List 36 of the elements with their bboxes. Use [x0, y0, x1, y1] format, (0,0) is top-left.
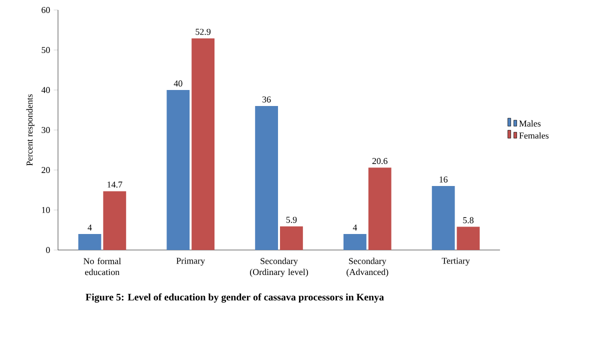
y-axis-title: Percent respondents — [26, 94, 34, 166]
data-label: 52.9 — [196, 28, 211, 35]
data-label: 40 — [174, 80, 182, 86]
text: Figure 5: Level of education by gender of cassava processors in Kenya — [86, 293, 384, 303]
y-tick-label: 20 — [42, 166, 50, 174]
y-tick-label: 10 — [42, 206, 50, 214]
bar — [368, 168, 392, 250]
data-label: 5.8 — [463, 217, 474, 224]
x-tick-label: Tertiary — [442, 258, 470, 266]
y-tick-label: 0 — [46, 246, 50, 254]
data-label: 4 — [352, 224, 358, 230]
data-label: 14.7 — [108, 182, 122, 188]
y-tick-label: 40 — [41, 86, 50, 94]
bar — [280, 226, 303, 250]
x-tick-label: Secondary (Advanced) — [346, 258, 388, 277]
bar — [166, 90, 190, 250]
y-tick-label: 50 — [42, 46, 50, 54]
data-label: 5.9 — [286, 216, 297, 223]
data-label: 4 — [88, 224, 92, 230]
data-label: 36 — [262, 96, 271, 102]
y-tick-label: 30 — [42, 126, 50, 134]
bar — [103, 191, 126, 250]
legend-label: Males — [519, 120, 541, 127]
bar — [255, 106, 278, 250]
bar — [192, 38, 215, 250]
data-label: 20.6 — [372, 158, 388, 164]
x-tick-label: Secondary (Ordinary level) — [250, 258, 308, 277]
legend-label: Females — [519, 132, 549, 139]
y-tick-label: 60 — [42, 6, 50, 14]
bar — [432, 186, 455, 250]
data-label: 16 — [440, 176, 448, 182]
bar — [456, 226, 480, 250]
bar — [343, 234, 366, 250]
bar — [78, 234, 102, 250]
x-tick-label: Primary — [176, 258, 206, 266]
x-tick-label: No formal education — [84, 258, 121, 276]
